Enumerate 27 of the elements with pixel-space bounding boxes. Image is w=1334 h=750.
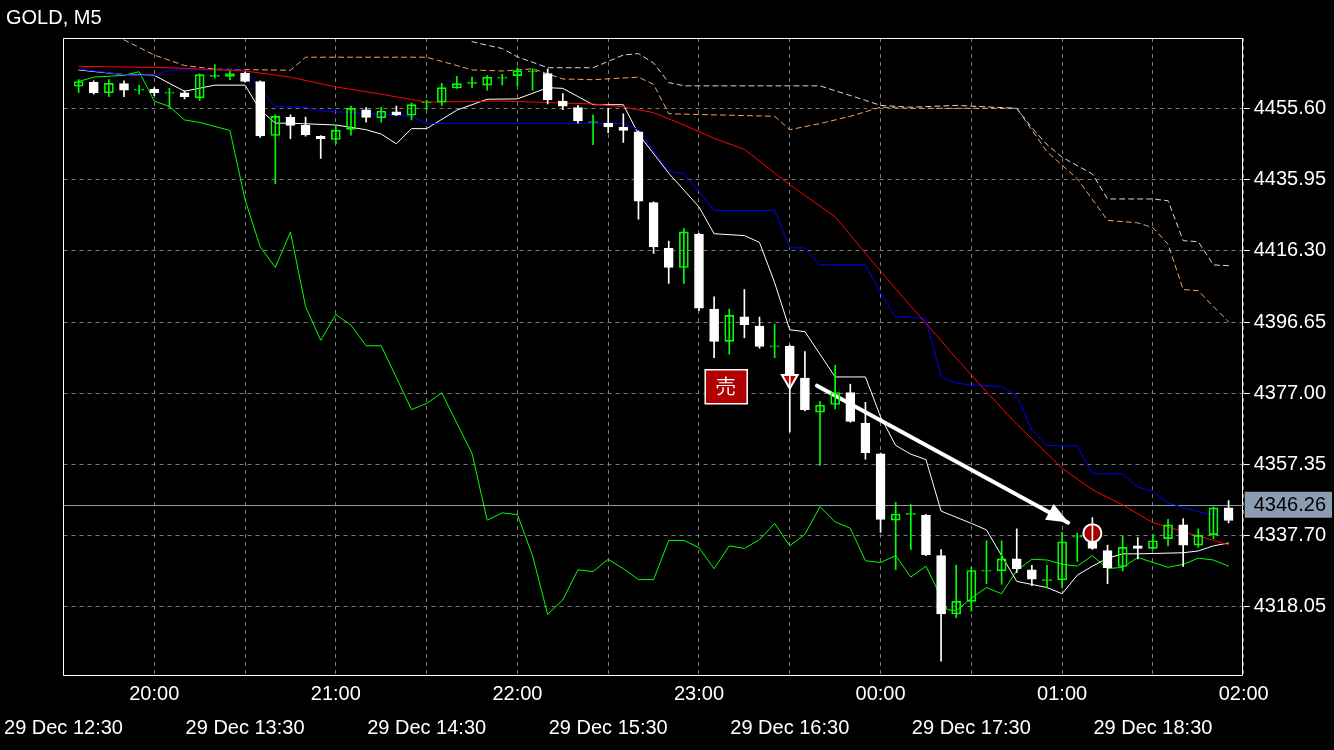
x-tick-label: 29 Dec 18:30 <box>1093 715 1213 738</box>
chart-title: GOLD, M5 <box>6 5 102 28</box>
y-tick-label: 4396.65 <box>1253 309 1326 332</box>
y-tick-label: 4357.35 <box>1253 452 1326 474</box>
y-tick-label: 4416.30 <box>1253 238 1326 261</box>
x-tick-label: 29 Dec 16:30 <box>730 715 850 738</box>
x2-tick-label: 21:00 <box>310 681 361 704</box>
y-tick-label: 4377.00 <box>1253 380 1326 403</box>
x2-tick-label: 22:00 <box>492 681 543 704</box>
annotation: 売 <box>716 373 737 398</box>
x2-tick-label: 20:00 <box>129 681 180 704</box>
x2-tick-label: 23:00 <box>673 681 725 704</box>
x-tick-label: 29 Dec 14:30 <box>367 715 487 738</box>
candlestick <box>603 108 614 133</box>
y-tick-label: 4318.05 <box>1253 594 1326 617</box>
x-tick-label: 29 Dec 12:30 <box>4 715 123 738</box>
y-tick-label: 4455.60 <box>1253 95 1326 118</box>
y-tick-label: 4435.95 <box>1253 167 1326 190</box>
x2-tick-label: 01:00 <box>1037 681 1088 704</box>
candlestick <box>1011 528 1022 574</box>
x-tick-label: 29 Dec 15:30 <box>548 715 668 738</box>
y-tick-label: 4337.70 <box>1253 523 1326 546</box>
x-tick-label: 29 Dec 13:30 <box>185 715 305 738</box>
ref-line-label: 4346.26 <box>1253 493 1326 516</box>
x2-tick-label: 00:00 <box>855 681 906 704</box>
x2-tick-label: 02:00 <box>1218 681 1269 704</box>
x-tick-label: 29 Dec 17:30 <box>911 715 1031 738</box>
